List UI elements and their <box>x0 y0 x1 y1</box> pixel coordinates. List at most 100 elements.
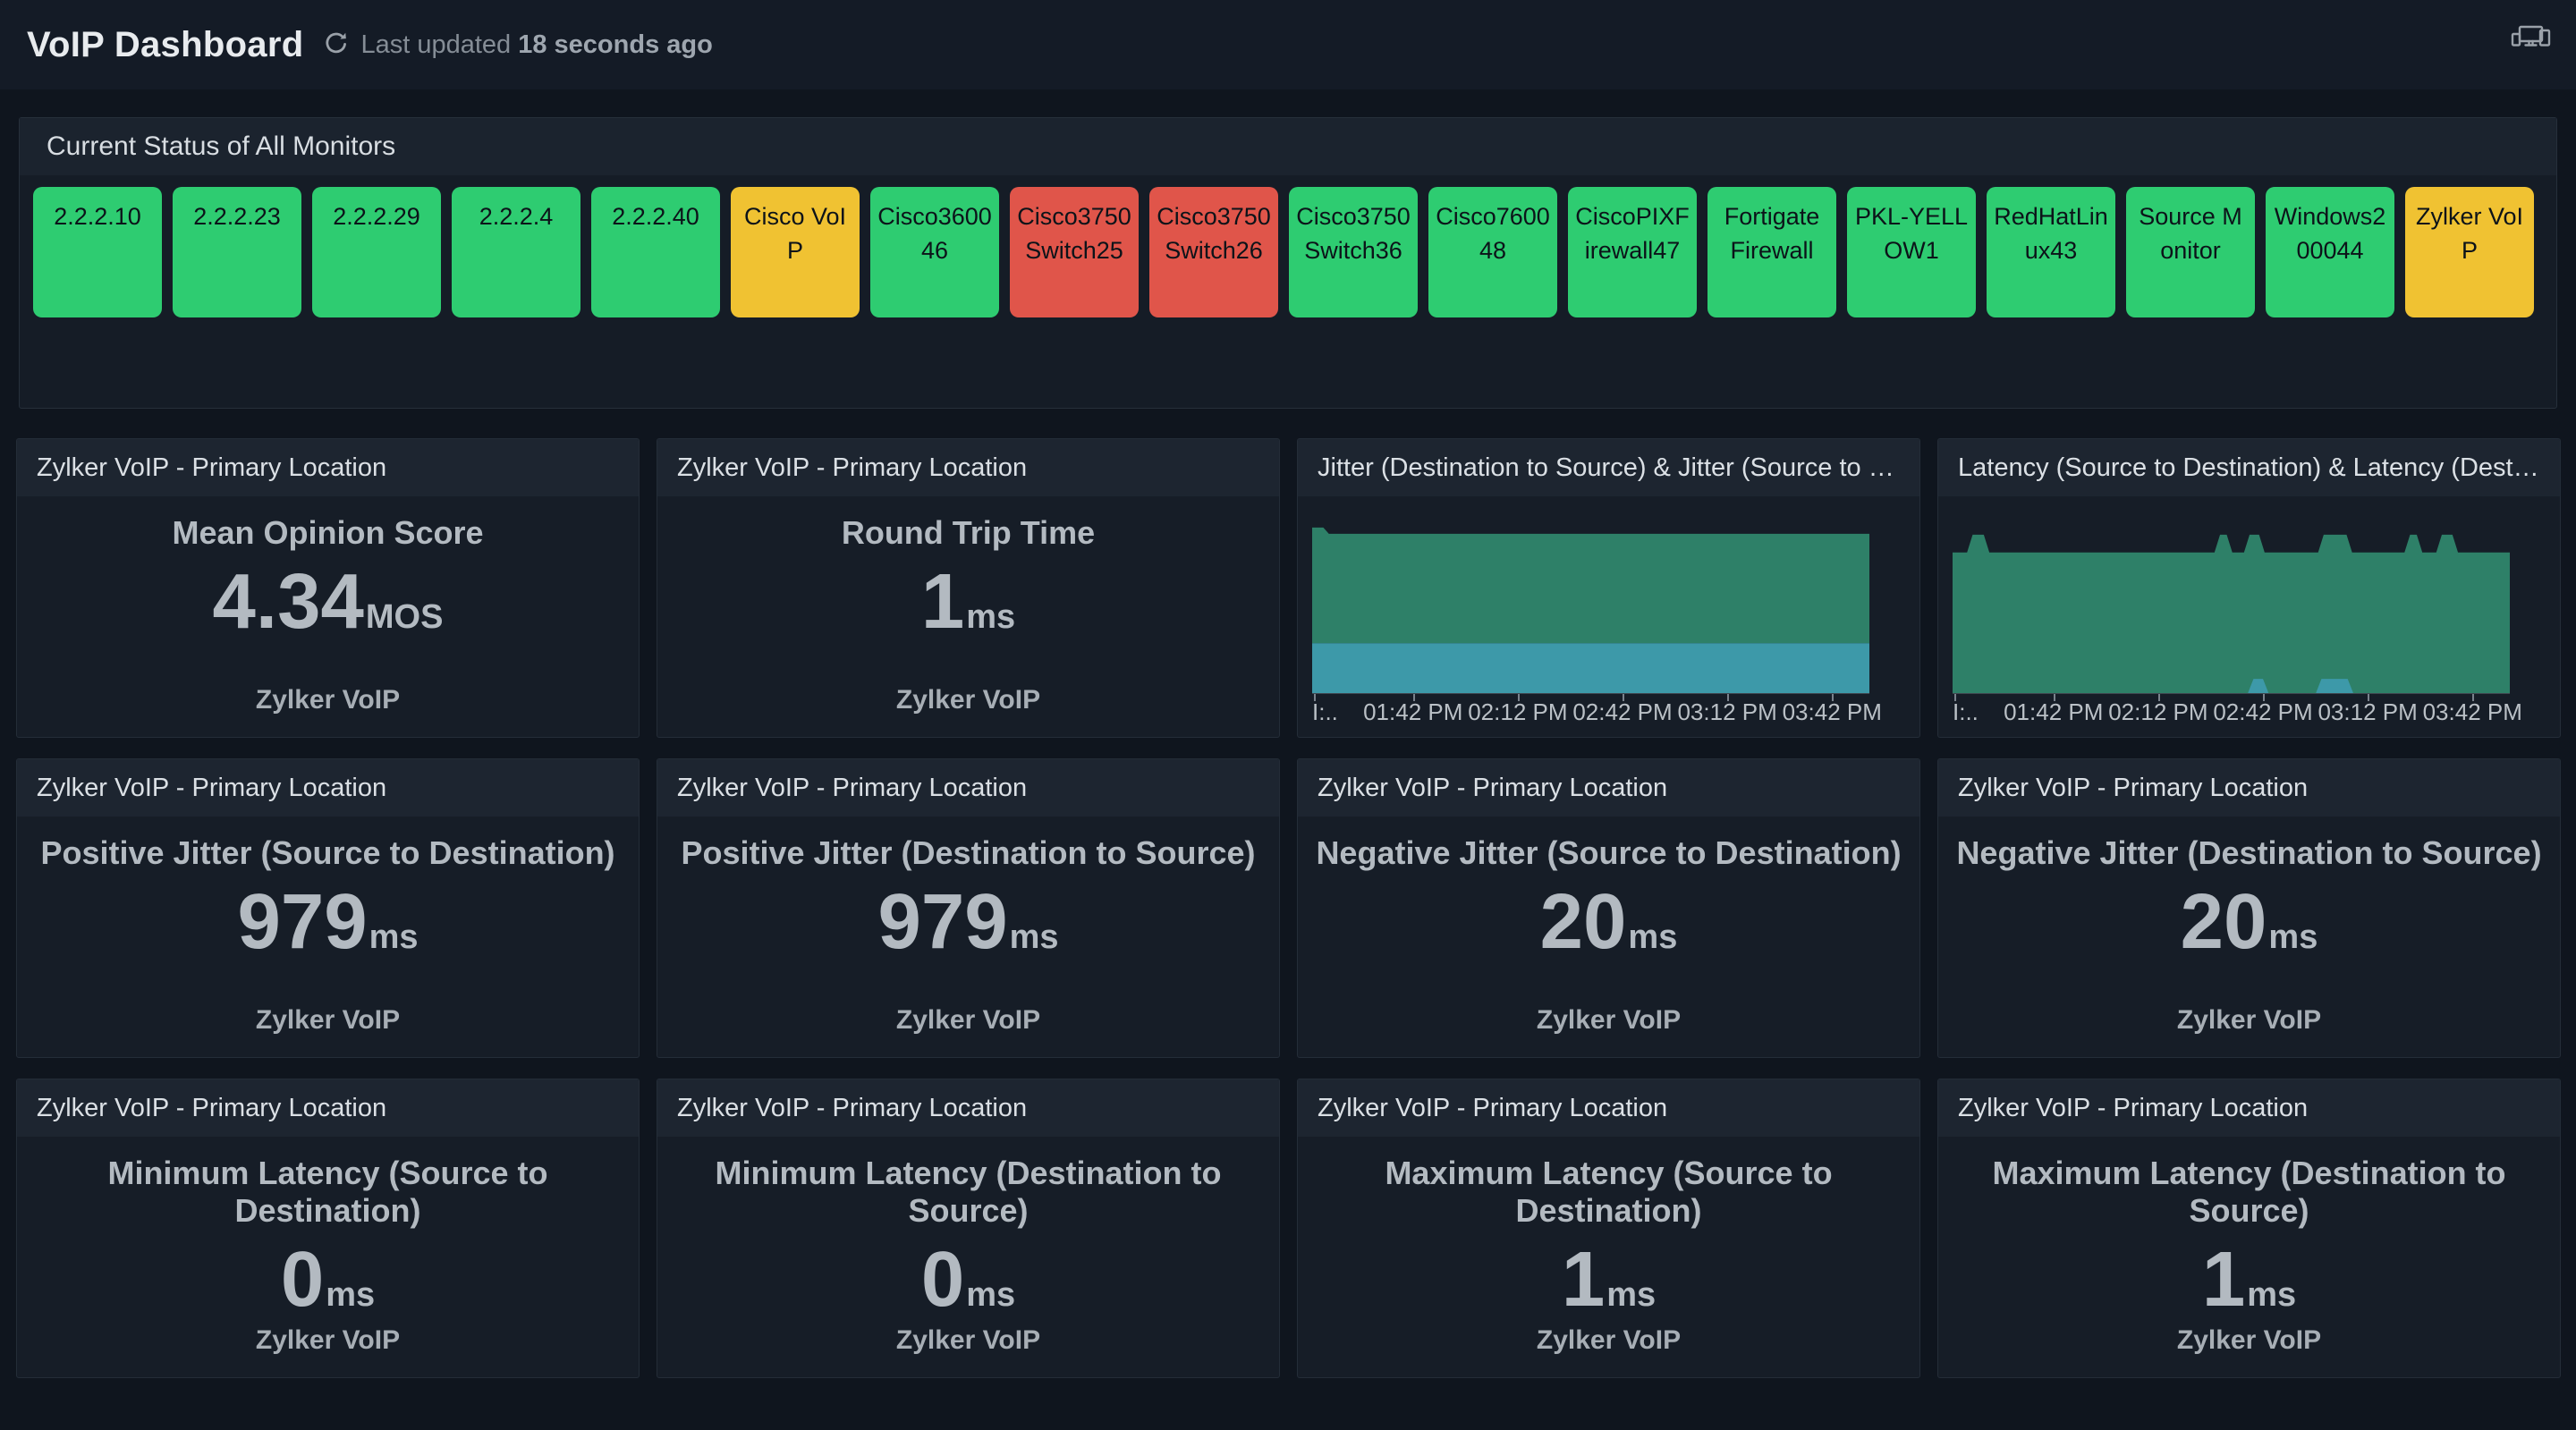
x-axis-label: 03:42 PM <box>1782 698 1882 725</box>
metric-number: 0 <box>920 1236 965 1323</box>
metric-value: 1 ms <box>1298 1240 1919 1318</box>
metric-number: 20 <box>1539 878 1627 965</box>
widget-header: Latency (Source to Destination) & Latenc… <box>1938 439 2560 496</box>
widget-header: Zylker VoIP - Primary Location <box>1298 1079 1919 1137</box>
widget-negative-jitter-dst-src: Zylker VoIP - Primary Location Negative … <box>1937 758 2561 1058</box>
monitor-tile[interactable]: 2.2.2.40 <box>591 187 720 317</box>
monitor-name-label: Zylker VoIP <box>255 1005 401 1035</box>
metric-unit: ms <box>1606 1276 1657 1314</box>
monitor-name-label: Zylker VoIP <box>2176 1325 2322 1355</box>
monitor-tile-label: 2.2.2.40 <box>612 203 699 230</box>
widget-max-latency-dst-src: Zylker VoIP - Primary Location Maximum L… <box>1937 1079 2561 1378</box>
monitor-tile[interactable]: RedHatLinux43 <box>1987 187 2115 317</box>
monitor-tile-label: Cisco3750Switch25 <box>1017 203 1131 264</box>
jitter-area-chart[interactable] <box>1312 515 1869 701</box>
widget-header: Zylker VoIP - Primary Location <box>17 759 639 817</box>
monitor-tile[interactable]: Cisco3750Switch36 <box>1289 187 1418 317</box>
monitor-name-label: Zylker VoIP <box>1536 1005 1682 1035</box>
widget-header-label: Zylker VoIP - Primary Location <box>1958 773 2309 802</box>
metric-number: 979 <box>237 878 368 965</box>
widget-header: Zylker VoIP - Primary Location <box>657 439 1279 496</box>
metric-title: Maximum Latency (Source to Destination) <box>1385 1155 1833 1229</box>
widget-positive-jitter-dst-src: Zylker VoIP - Primary Location Positive … <box>657 758 1280 1058</box>
current-status-panel-title: Current Status of All Monitors <box>20 118 2556 175</box>
metric-title: Round Trip Time <box>841 514 1096 551</box>
widget-header-label: Jitter (Destination to Source) & Jitter … <box>1318 453 1900 482</box>
monitor-tile[interactable]: Cisco360046 <box>870 187 999 317</box>
monitor-tile-label: Cisco3750Switch36 <box>1296 203 1411 264</box>
jitter-dest-to-source-area <box>1312 527 1869 644</box>
monitor-tiles-row: 2.2.2.10 2.2.2.23 2.2.2.29 2.2.2.4 2.2.2… <box>20 175 2556 317</box>
current-status-panel: Current Status of All Monitors 2.2.2.10 … <box>19 117 2557 409</box>
monitor-tile[interactable]: CiscoPIXFirewall47 <box>1568 187 1697 317</box>
x-axis-tick <box>2368 694 2370 701</box>
latency-source-to-dest-area <box>1953 534 2510 693</box>
monitor-tile-label: Cisco VoIP <box>743 203 847 264</box>
widget-header: Zylker VoIP - Primary Location <box>17 1079 639 1137</box>
widget-header: Zylker VoIP - Primary Location <box>1938 759 2560 817</box>
metric-unit: ms <box>326 1276 376 1314</box>
widget-header: Zylker VoIP - Primary Location <box>17 439 639 496</box>
widget-header: Zylker VoIP - Primary Location <box>1298 759 1919 817</box>
metric-unit: ms <box>1628 918 1678 956</box>
metric-title: Negative Jitter (Destination to Source) <box>1956 834 2542 871</box>
monitor-tile[interactable]: Windows200044 <box>2266 187 2394 317</box>
monitor-tile[interactable]: Cisco760048 <box>1428 187 1557 317</box>
last-updated-text: Last updated 18 seconds ago <box>360 30 712 60</box>
monitor-tile-label: 2.2.2.29 <box>333 203 420 230</box>
x-axis-tick <box>1954 694 1957 701</box>
metric-value: 4.34 MOS <box>17 563 639 640</box>
monitor-tile[interactable]: PKL-YELLOW1 <box>1847 187 1976 317</box>
monitor-tile[interactable]: 2.2.2.23 <box>173 187 301 317</box>
widget-jitter-chart: Jitter (Destination to Source) & Jitter … <box>1297 438 1920 738</box>
display-devices-icon[interactable] <box>2510 21 2551 62</box>
metric-title: Negative Jitter (Source to Destination) <box>1316 834 1902 871</box>
monitor-name-label: Zylker VoIP <box>255 1325 401 1355</box>
monitor-tile[interactable]: 2.2.2.10 <box>33 187 162 317</box>
metric-title: Minimum Latency (Destination to Source) <box>715 1155 1222 1229</box>
metric-value: 20 ms <box>1298 883 1919 960</box>
monitor-tile-label: RedHatLinux43 <box>1994 203 2108 264</box>
monitor-tile[interactable]: Cisco3750Switch25 <box>1010 187 1139 317</box>
monitor-name-label: Zylker VoIP <box>895 1005 1041 1035</box>
metric-value: 0 ms <box>657 1240 1279 1318</box>
metric-unit: ms <box>369 918 419 956</box>
x-axis-labels: I:.. 01:42 PM 02:12 PM 02:42 PM 03:12 PM… <box>1953 698 2522 729</box>
metric-title: Positive Jitter (Source to Destination) <box>40 834 615 871</box>
monitor-tile[interactable]: Cisco VoIP <box>731 187 860 317</box>
metric-title: Maximum Latency (Destination to Source) <box>1992 1155 2506 1229</box>
widgets-grid: Zylker VoIP - Primary Location Mean Opin… <box>16 438 2561 1378</box>
refresh-icon[interactable] <box>323 30 350 61</box>
widget-header-label: Zylker VoIP - Primary Location <box>1958 1093 2309 1122</box>
monitor-name-label: Zylker VoIP <box>895 1325 1041 1355</box>
widget-min-latency-dst-src: Zylker VoIP - Primary Location Minimum L… <box>657 1079 1280 1378</box>
monitor-tile-label: Cisco3750Switch26 <box>1157 203 1271 264</box>
monitor-tile[interactable]: Source Monitor <box>2126 187 2255 317</box>
widget-positive-jitter-src-dst: Zylker VoIP - Primary Location Positive … <box>16 758 640 1058</box>
metric-unit: ms <box>2247 1276 2297 1314</box>
monitor-tile[interactable]: Zylker VoIP <box>2405 187 2534 317</box>
x-axis-tick <box>2053 694 2055 701</box>
monitor-tile[interactable]: Cisco3750Switch26 <box>1149 187 1278 317</box>
last-updated-value: 18 seconds ago <box>518 30 713 59</box>
widget-header-label: Zylker VoIP - Primary Location <box>1318 1093 1668 1122</box>
x-axis-tick <box>1314 694 1317 701</box>
x-axis-label: 02:12 PM <box>1468 698 1568 725</box>
monitor-tile[interactable]: Fortigate Firewall <box>1707 187 1836 317</box>
latency-area-chart[interactable] <box>1953 515 2510 701</box>
x-axis-tick <box>2263 694 2265 701</box>
monitor-tile-label: CiscoPIXFirewall47 <box>1575 203 1690 264</box>
x-axis-labels: I:.. 01:42 PM 02:12 PM 02:42 PM 03:12 PM… <box>1312 698 1882 729</box>
widget-header-label: Zylker VoIP - Primary Location <box>1318 773 1668 802</box>
monitor-tile-label: PKL-YELLOW1 <box>1854 203 1969 264</box>
monitor-tile-label: Windows200044 <box>2274 203 2386 264</box>
metric-title: Mean Opinion Score <box>172 514 484 551</box>
widget-header: Zylker VoIP - Primary Location <box>657 1079 1279 1137</box>
page-title: VoIP Dashboard <box>27 24 304 64</box>
widget-header: Jitter (Destination to Source) & Jitter … <box>1298 439 1919 496</box>
monitor-tile[interactable]: 2.2.2.4 <box>452 187 580 317</box>
widget-header-label: Zylker VoIP - Primary Location <box>677 453 1028 482</box>
last-updated-prefix: Last updated <box>360 30 512 59</box>
monitor-tile-label: 2.2.2.23 <box>193 203 281 230</box>
monitor-tile[interactable]: 2.2.2.29 <box>312 187 441 317</box>
